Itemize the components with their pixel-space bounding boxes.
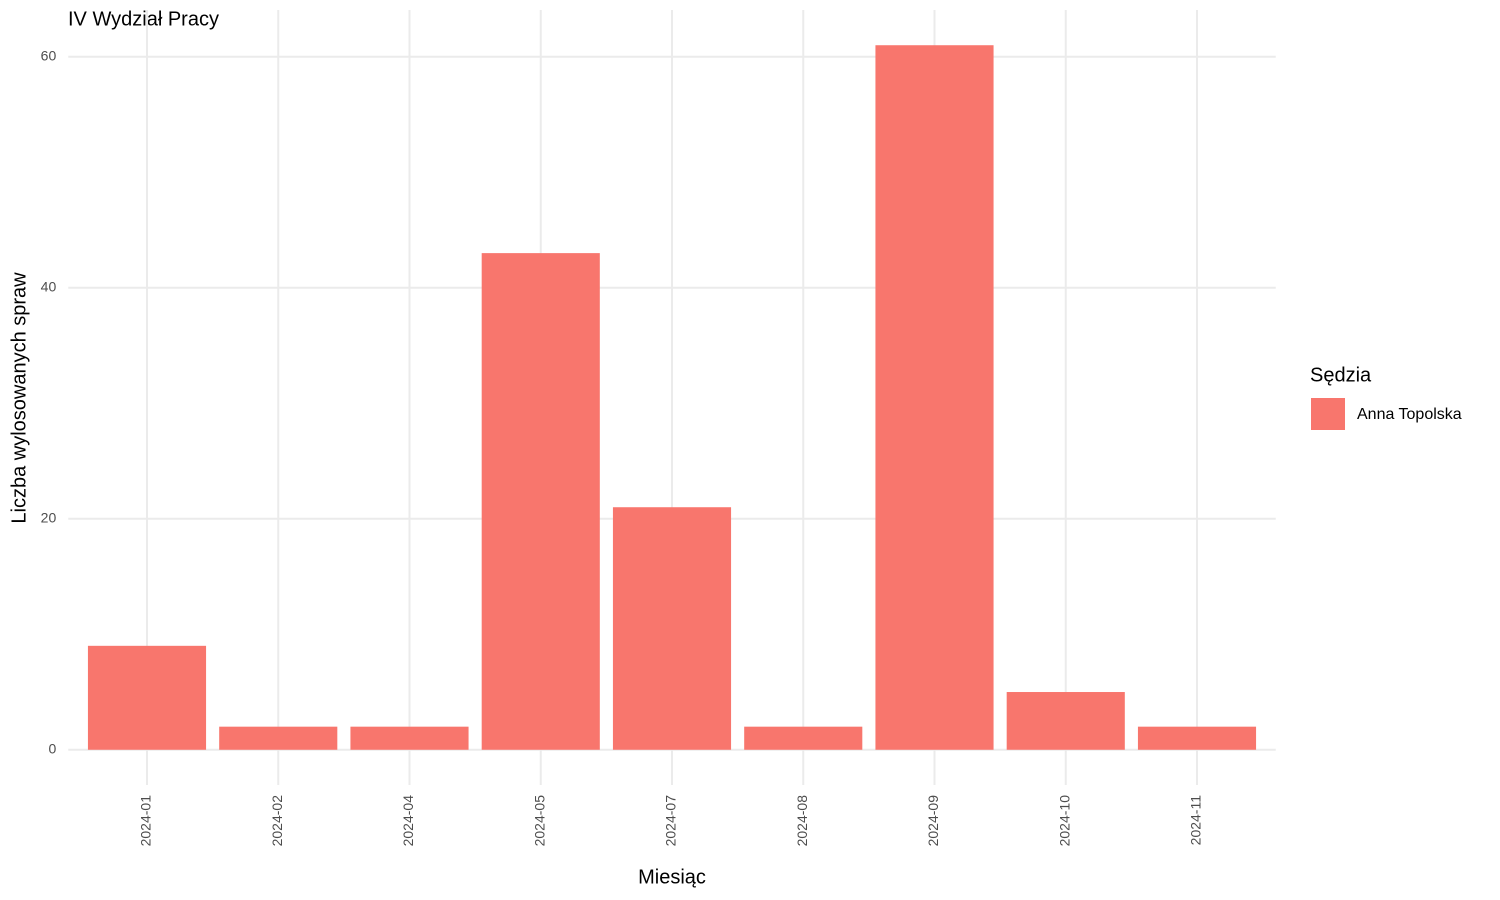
- bar: [481, 253, 600, 750]
- x-tick-label: 2024-11: [1188, 795, 1204, 846]
- x-tick-label: 2024-05: [531, 795, 547, 847]
- bar: [744, 726, 863, 750]
- x-tick-label: 2024-07: [663, 795, 679, 847]
- x-tick-label: 2024-01: [138, 795, 154, 847]
- y-tick-label: 0: [48, 740, 56, 756]
- bar: [1137, 726, 1257, 750]
- y-tick-label: 40: [41, 278, 57, 294]
- y-tick-label: 20: [41, 509, 57, 525]
- x-tick-label: 2024-10: [1056, 795, 1072, 847]
- x-tick-label: 2024-08: [794, 795, 810, 847]
- x-tick-label: 2024-02: [269, 795, 285, 847]
- legend-label: Anna Topolska: [1357, 406, 1462, 423]
- legend-title: Sędzia: [1310, 364, 1372, 386]
- x-tick-label: 2024-04: [400, 795, 416, 847]
- bar: [875, 45, 994, 750]
- bar: [612, 507, 732, 750]
- bar: [87, 645, 207, 750]
- bar: [1006, 692, 1125, 750]
- chart-title: IV Wydział Pracy: [68, 8, 219, 30]
- legend-key: [1311, 398, 1345, 430]
- bar: [219, 726, 338, 750]
- y-axis-title: Liczba wylosowanych spraw: [8, 272, 30, 524]
- x-axis-title: Miesiąc: [638, 866, 706, 888]
- x-tick-label: 2024-09: [925, 795, 941, 847]
- bar: [350, 726, 469, 750]
- y-tick-label: 60: [41, 47, 57, 63]
